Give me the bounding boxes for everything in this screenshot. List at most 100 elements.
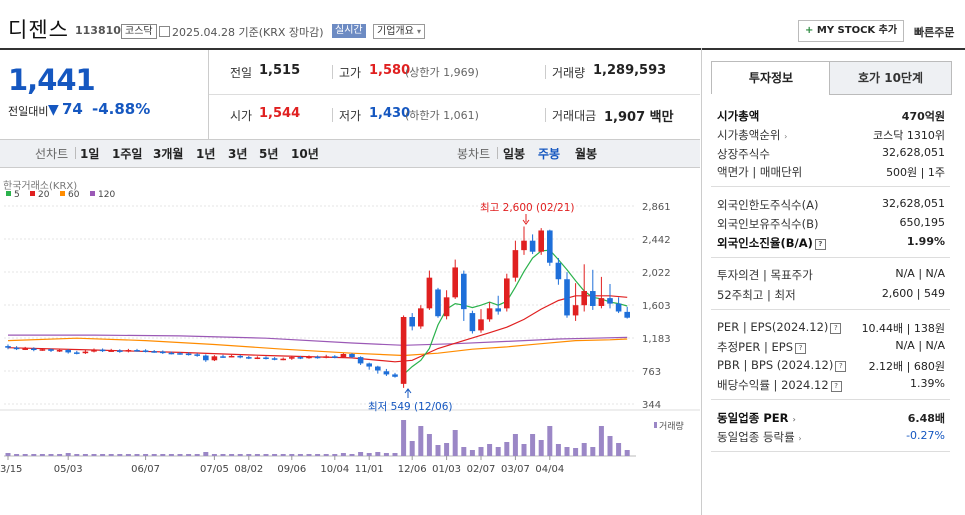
ma-line-5 — [403, 249, 628, 375]
low-value: 1,430 — [369, 106, 411, 121]
help-icon[interactable]: ? — [795, 343, 807, 354]
candle-body — [504, 278, 510, 309]
volume-bar — [229, 454, 235, 456]
volume-bar — [272, 454, 278, 456]
current-price: 1,441 — [8, 63, 96, 97]
market-cap-rank-value: 코스닥 1310위 — [873, 129, 945, 142]
shares-label: 상장주식수 — [717, 147, 770, 161]
volume-bar — [125, 454, 131, 456]
volume-bar — [74, 454, 80, 456]
help-icon[interactable]: ? — [830, 381, 842, 392]
invest-info-panel — [701, 48, 965, 515]
low-arrow-head — [404, 388, 412, 394]
candle-body — [246, 357, 252, 359]
range-1y[interactable]: 1년 — [196, 147, 216, 161]
volume-bar — [160, 454, 166, 456]
candle-monthly[interactable]: 월봉 — [575, 147, 598, 161]
candle-body — [177, 353, 183, 355]
sector-per-label[interactable]: 동일업종 PER › — [717, 410, 796, 426]
volume-bar — [220, 454, 226, 456]
candle-body — [598, 298, 605, 306]
quick-order-button[interactable]: 빠른주문 — [914, 24, 954, 40]
x-tick-label: 05/03 — [54, 464, 83, 475]
52w-value: 2,600 | 549 — [881, 287, 945, 300]
volume-bar — [48, 454, 54, 456]
chart-annotations: 최고 2,600 (02/21) 최저 549 (12/06) — [368, 202, 575, 413]
sector-change-label[interactable]: 동일업종 등락률 › — [717, 429, 802, 445]
candle-body — [99, 349, 106, 352]
y-tick-label: 2,442 — [642, 235, 671, 246]
volume-bar — [151, 454, 157, 456]
volume-bar — [495, 447, 501, 456]
line-chart-toggle[interactable]: 선차트 — [35, 147, 69, 161]
foreign-ratio-label: 외국인소진율(B/A)? — [717, 235, 826, 251]
volume-bar — [598, 426, 604, 456]
candle-body — [22, 348, 28, 350]
lower-limit: (하한가 1,061) — [405, 109, 479, 122]
volume-bar — [168, 454, 174, 456]
x-tick-label: 08/02 — [234, 464, 263, 475]
candle-body — [168, 352, 175, 355]
volume-bar — [392, 453, 398, 456]
company-name: 디젠스 — [8, 18, 69, 42]
tab-orderbook[interactable]: 호가 10단계 — [829, 61, 952, 95]
volume-bar — [108, 454, 114, 456]
range-5y[interactable]: 5년 — [259, 147, 279, 161]
chevron-down-icon: ▾ — [417, 27, 422, 36]
toolbar-sep — [497, 147, 498, 159]
volume-bar — [469, 450, 475, 456]
candle-body — [151, 351, 157, 353]
candle-chart-toggle[interactable]: 봉차트 — [457, 147, 491, 161]
volume-bar — [194, 454, 200, 456]
range-1d[interactable]: 1일 — [80, 147, 100, 161]
candle-body — [203, 355, 209, 361]
range-10y[interactable]: 10년 — [291, 147, 319, 161]
volume-bar — [555, 444, 561, 456]
par-value-label: 액면가 | 매매단위 — [717, 165, 803, 179]
corp-overview-dropdown[interactable]: 기업개요 ▾ — [373, 24, 426, 39]
candle-body — [486, 308, 493, 320]
legend-label-20: 20 — [38, 190, 50, 200]
candle-body — [443, 297, 450, 317]
candle-body — [512, 250, 519, 278]
help-icon[interactable]: ? — [814, 239, 826, 250]
volume-bar — [573, 448, 579, 456]
stock-chart[interactable]: 한국거래소(KRX) 5 20 60 120 2,861 2,442 2,022 1,603… — [0, 176, 700, 476]
volume-bar — [31, 454, 37, 456]
candle-body — [357, 357, 364, 364]
volume-bar — [5, 453, 11, 456]
candle-weekly[interactable]: 주봉 — [538, 147, 561, 161]
candle-body — [56, 350, 63, 352]
stock-code: 113810 — [75, 24, 121, 37]
open-value: 1,544 — [259, 106, 301, 121]
opinion-label: 투자의견 | 목표주가 — [717, 268, 813, 282]
tab-invest-info[interactable]: 투자정보 — [711, 61, 831, 94]
foreign-limit-value: 32,628,051 — [882, 197, 945, 210]
chart-grid — [0, 205, 700, 457]
volume-bar — [315, 454, 321, 456]
range-1w[interactable]: 1주일 — [112, 147, 143, 161]
market-cap-rank-label[interactable]: 시가총액순위 › — [717, 127, 787, 143]
quote-sep — [332, 108, 333, 122]
panel-divider — [711, 399, 950, 400]
realtime-button[interactable]: 실시간 — [332, 24, 366, 38]
volume-bar — [332, 454, 338, 456]
stock-header — [0, 0, 965, 50]
candle-body — [426, 277, 433, 309]
volume-bar — [418, 426, 424, 456]
volume-bar — [39, 454, 45, 456]
foreign-limit-label: 외국인한도주식수(A) — [717, 198, 819, 212]
volume-bar — [426, 434, 432, 456]
candle-daily[interactable]: 일봉 — [503, 147, 526, 161]
x-tick-label: 07/05 — [200, 464, 229, 475]
candle-body — [65, 350, 71, 353]
range-3m[interactable]: 3개월 — [153, 147, 184, 161]
sector-per-value: 6.48배 — [907, 412, 945, 425]
quote-sep — [545, 108, 546, 122]
help-icon[interactable]: ? — [830, 323, 842, 334]
high-label: 고가 — [339, 66, 362, 80]
add-my-stock-button[interactable]: + MY STOCK 추가 — [798, 20, 905, 42]
range-3y[interactable]: 3년 — [228, 147, 248, 161]
volume-bar — [530, 434, 536, 456]
help-icon[interactable]: ? — [835, 361, 847, 372]
